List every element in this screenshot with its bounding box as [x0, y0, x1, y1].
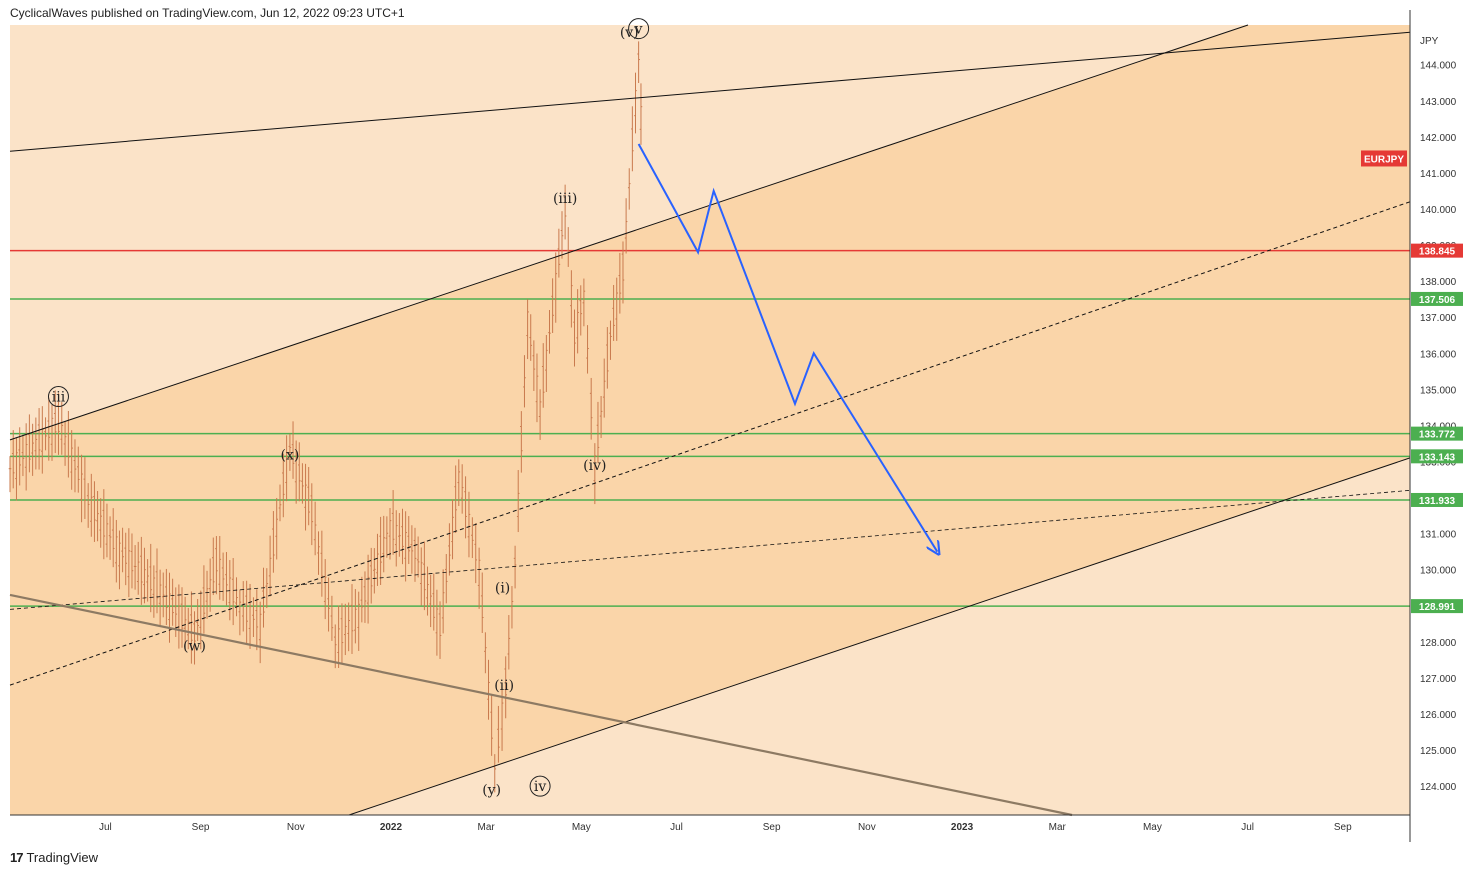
axes: JPY 144.000 143.000 142.000 141.000 140.000 13…: [10, 10, 1463, 842]
wave-label-(w): (w): [183, 638, 206, 654]
x-tick-label: Jul: [670, 822, 683, 833]
y-tick-label: 125.000: [1420, 746, 1457, 757]
wave-circle-iv: [529, 775, 551, 797]
x-tick-label: May: [572, 822, 591, 833]
wave-circle-v: [628, 18, 650, 40]
channel-lower-line: [348, 457, 1411, 816]
price-levels: [10, 249, 1410, 607]
trendlines: [9, 24, 1411, 817]
y-tick-label: 136.000: [1420, 349, 1457, 360]
channel-band: [10, 25, 1410, 815]
x-tick-label: 2022: [380, 822, 403, 833]
price-tag-131.933: [1411, 492, 1463, 507]
y-tick-label: 124.000: [1420, 782, 1457, 793]
wave-label-v: v: [634, 22, 643, 38]
x-tick-label: Jul: [1241, 822, 1254, 833]
price-tag-label: 133.772: [1419, 430, 1456, 441]
publisher-header: CyclicalWaves published on TradingView.c…: [10, 6, 405, 20]
x-tick-label: Mar: [1049, 822, 1067, 833]
symbol-tag: [1361, 150, 1407, 167]
y-tick-label: 138.000: [1420, 277, 1457, 288]
y-tick-label: 143.000: [1420, 97, 1457, 108]
price-tag-128.991: [1411, 599, 1463, 614]
wave-label-(ii): (ii): [494, 678, 514, 694]
footer-brand[interactable]: 17 TradingView: [10, 850, 98, 865]
projection-arrow: [637, 143, 938, 552]
y-tick-label: 130.000: [1420, 566, 1457, 577]
y-tick-label: 128.000: [1420, 638, 1457, 649]
y-tick-label: 126.000: [1420, 710, 1457, 721]
dashed-support-line: [9, 489, 1411, 610]
x-tick-label: Nov: [858, 822, 876, 833]
wave-label-(iv): (iv): [583, 458, 606, 474]
y-tick-label: 141.000: [1420, 169, 1457, 180]
wave-label-iii: iii: [52, 390, 66, 406]
price-tag-label: 128.991: [1419, 602, 1456, 613]
x-tick-label: Mar: [478, 822, 496, 833]
projection-path: [637, 143, 938, 552]
y-tick-label: 142.000: [1420, 133, 1457, 144]
x-tick-label: Sep: [1334, 822, 1352, 833]
wave-label-(x): (x): [280, 447, 299, 463]
price-tag-label: 137.506: [1419, 295, 1456, 306]
upper-resistance-line: [9, 31, 1411, 152]
x-tick-label: Jul: [99, 822, 112, 833]
x-tick-label: Sep: [763, 822, 781, 833]
y-tick-label: 131.000: [1420, 530, 1457, 541]
footer-brand-label: TradingView: [26, 850, 99, 865]
wave-labels: iii(x)(w)(i)(ii)(y) iv(iii)(iv)(v)v: [47, 18, 650, 799]
tradingview-logo-icon: 17: [10, 850, 24, 865]
descending-brown-line: [9, 593, 1073, 817]
y-tick-label: 144.000: [1420, 61, 1457, 72]
price-tag-label: 131.933: [1419, 496, 1456, 507]
price-tag-133.772: [1411, 426, 1463, 441]
price-tag-137.506: [1411, 291, 1463, 306]
channel-midline: [9, 201, 1411, 686]
channel-upper-line: [9, 24, 1249, 441]
price-tag-133.143: [1411, 449, 1463, 464]
y-tick-label: 135.000: [1420, 385, 1457, 396]
x-tick-label: May: [1143, 822, 1162, 833]
wave-label-(i): (i): [495, 581, 510, 597]
y-tick-label: 127.000: [1420, 674, 1457, 685]
chart-background: [10, 25, 1410, 815]
price-tag-138.845: [1411, 243, 1463, 258]
y-tick-label: 140.000: [1420, 205, 1457, 216]
x-tick-label: 2023: [951, 822, 974, 833]
price-tag-label: 138.845: [1419, 247, 1456, 258]
wave-label-(iii): (iii): [553, 191, 577, 207]
wave-label-iv: iv: [534, 779, 546, 795]
x-tick-label: Nov: [287, 822, 305, 833]
wave-circle-iii: [47, 386, 69, 408]
x-tick-label: Sep: [192, 822, 210, 833]
y-tick-label: 137.000: [1420, 313, 1457, 324]
currency-label: JPY: [1420, 36, 1439, 47]
price-tag-label: 133.143: [1419, 452, 1456, 463]
wave-label-(y): (y): [482, 783, 501, 799]
symbol-tag-label: EURJPY: [1364, 154, 1404, 165]
candlestick-series: [8, 41, 643, 793]
